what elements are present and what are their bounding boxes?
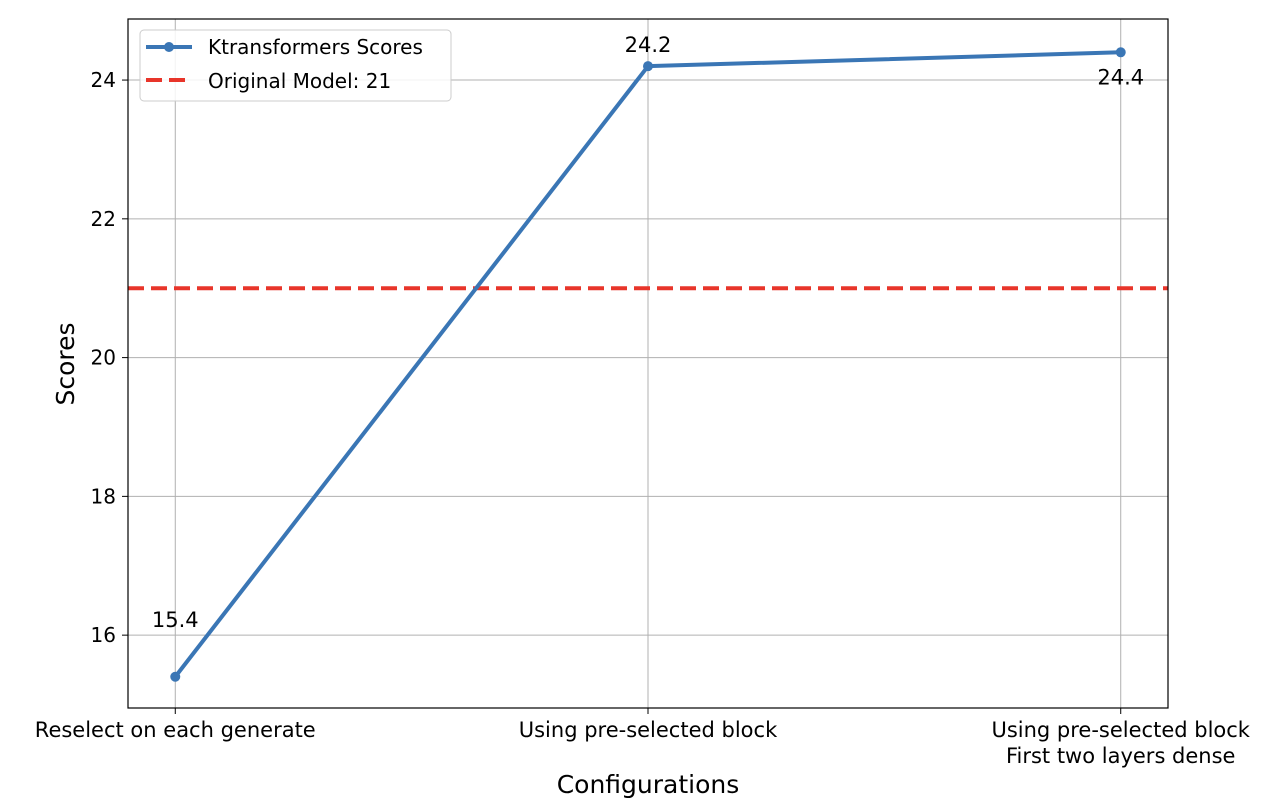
- data-point: [1115, 47, 1126, 58]
- y-tick-label: 24: [91, 68, 116, 92]
- legend-marker-ktransformers: [164, 42, 174, 52]
- legend-label-original: Original Model: 21: [208, 69, 391, 93]
- legend-label-ktransformers: Ktransformers Scores: [208, 35, 423, 59]
- series: 15.4 24.2 24.4: [152, 33, 1144, 682]
- y-tick-label: 20: [91, 346, 116, 370]
- data-point: [170, 671, 181, 682]
- legend: Ktransformers Scores Original Model: 21: [139, 29, 452, 102]
- y-tick-label: 18: [91, 484, 116, 508]
- x-tick-label: Using pre-selected block: [519, 718, 778, 742]
- data-label: 15.4: [152, 608, 199, 632]
- y-axis-label: Scores: [51, 322, 80, 405]
- y-ticks: 16 18 20 22 24: [91, 68, 128, 647]
- x-ticks: Reselect on each generate Using pre-selec…: [35, 708, 1251, 768]
- y-tick-label: 16: [91, 623, 116, 647]
- grid: [128, 19, 1168, 708]
- y-tick-label: 22: [91, 207, 116, 231]
- x-tick-label: Using pre-selected block First two layers…: [991, 718, 1250, 768]
- data-point: [643, 61, 653, 72]
- data-label: 24.4: [1097, 65, 1144, 89]
- data-label: 24.2: [625, 33, 672, 57]
- x-axis-label: Configurations: [557, 770, 740, 799]
- x-tick-label: Reselect on each generate: [35, 718, 316, 742]
- legend-box: [139, 29, 452, 102]
